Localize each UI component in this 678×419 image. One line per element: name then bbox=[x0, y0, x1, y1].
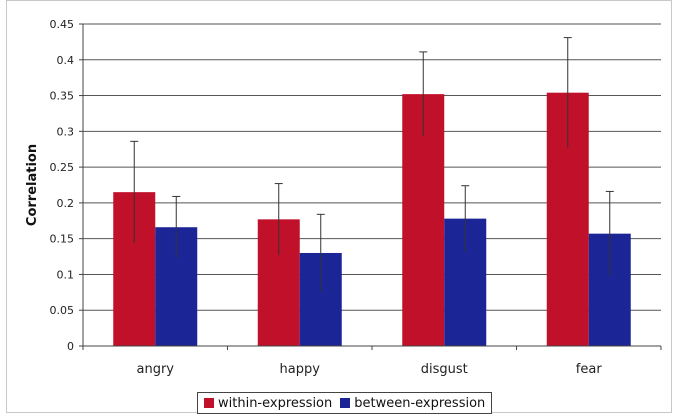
y-tick-label: 0.35 bbox=[50, 90, 75, 103]
legend-label: within-expression bbox=[218, 395, 333, 411]
legend-swatch bbox=[204, 398, 214, 408]
y-tick-label: 0.2 bbox=[57, 197, 75, 210]
y-tick-labels: 0 0.05 0.1 0.15 0.2 0.25 0.3 0.35 0.4 0.45 bbox=[50, 18, 83, 353]
y-axis-title: Correlation bbox=[25, 144, 40, 226]
legend-item: within-expression bbox=[204, 396, 332, 411]
error-bars bbox=[130, 37, 614, 292]
x-category-label: disgust bbox=[421, 362, 468, 377]
y-tick-label: 0.45 bbox=[50, 18, 75, 31]
y-tick-label: 0.25 bbox=[50, 161, 75, 174]
legend-item: between-expression bbox=[340, 396, 485, 411]
y-tick-label: 0.1 bbox=[57, 268, 75, 281]
x-category-labels: angry happy disgust fear bbox=[82, 346, 662, 377]
legend-label: between-expression bbox=[354, 395, 486, 411]
y-tick-label: 0.4 bbox=[57, 54, 75, 67]
x-category-label: angry bbox=[137, 362, 175, 377]
legend: within-expression between-expression bbox=[197, 392, 493, 414]
y-tick-label: 0 bbox=[67, 340, 74, 353]
x-category-label: happy bbox=[280, 362, 321, 377]
legend-swatch bbox=[340, 398, 351, 408]
y-tick-label: 0.15 bbox=[50, 233, 75, 246]
y-tick-label: 0.05 bbox=[50, 304, 75, 317]
bars bbox=[113, 92, 631, 347]
x-category-label: fear bbox=[576, 362, 603, 377]
y-tick-label: 0.3 bbox=[57, 125, 75, 138]
